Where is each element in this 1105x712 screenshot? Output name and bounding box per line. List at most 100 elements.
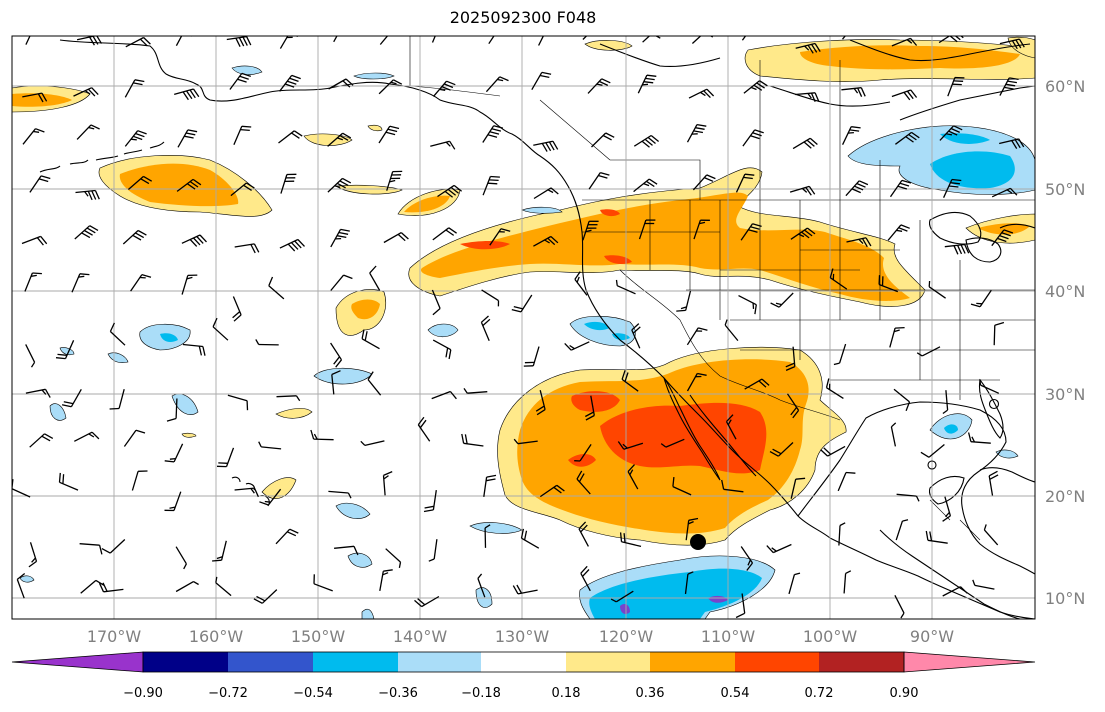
wind-barb-90 (533, 235, 559, 247)
colorbar-tick-8: 0.54 (721, 686, 750, 701)
wind-barb-214 (740, 546, 754, 571)
colorbar-segment-2 (228, 652, 313, 672)
wind-barb-198 (942, 496, 952, 522)
wind-barb-59 (999, 138, 1025, 149)
wind-barb-158 (942, 390, 949, 415)
wind-barb-93 (693, 219, 710, 240)
wind-barb-164 (216, 447, 235, 468)
wind-barb-139 (993, 321, 1005, 346)
wind-barb-207 (385, 548, 402, 569)
wind-barb-63 (176, 178, 202, 192)
shade-canada-pos2 (800, 45, 1020, 70)
wind-barb-125 (255, 339, 279, 346)
wind-barb-106 (330, 274, 353, 291)
wind-barb-98 (944, 243, 970, 255)
wind-barb-100 (24, 272, 42, 292)
wind-barb-191 (576, 470, 591, 495)
lon-label-90w: 90°W (910, 627, 954, 646)
wind-barb-154 (744, 378, 770, 390)
wind-barb-37 (891, 89, 918, 101)
wind-barb-230 (512, 584, 538, 595)
wind-barb-150 (535, 390, 546, 416)
wind-barb-18 (938, 36, 964, 44)
shade-band-small2 (404, 195, 450, 213)
lat-label-20: 20°N (1045, 487, 1085, 506)
wind-barb-71 (588, 171, 610, 190)
wind-barb-112 (615, 279, 636, 295)
wind-barb-239 (972, 579, 995, 590)
wind-barb-211 (578, 521, 589, 547)
wind-barb-212 (619, 532, 642, 548)
wind-barb-54 (742, 129, 764, 147)
wind-barb-79 (991, 187, 1018, 198)
wind-barb-237 (894, 595, 905, 619)
wind-barb-19 (999, 38, 1025, 50)
wind-barb-68 (437, 184, 463, 198)
wind-barb-49 (482, 125, 504, 143)
wind-barb-118 (928, 280, 946, 299)
wind-barb-232 (610, 590, 634, 603)
wind-barb-121 (55, 340, 75, 360)
wind-barb-160 (29, 433, 54, 448)
wind-barb-74 (735, 173, 755, 193)
wind-barb-137 (889, 326, 905, 348)
wind-barb-219 (983, 524, 999, 546)
wind-barb-29 (485, 76, 509, 93)
wind-barb-57 (895, 131, 920, 145)
wind-barb-40 (22, 128, 45, 145)
wind-barb-208 (428, 539, 438, 562)
wind-barb-172 (617, 441, 644, 450)
wind-barb-105 (268, 276, 285, 300)
shade-top-right-small (1007, 36, 1035, 59)
wind-barb-91 (582, 220, 599, 241)
wind-barb-39 (999, 77, 1019, 96)
lon-label-100w: 100°W (803, 627, 858, 646)
wind-barb-27 (378, 79, 403, 95)
wind-barb-94 (740, 223, 762, 241)
wind-barb-201 (79, 543, 103, 555)
lat-label-30: 30°N (1045, 385, 1085, 404)
wind-barb-178 (920, 444, 945, 458)
wind-barb-179 (967, 432, 991, 444)
wind-barb-190 (539, 484, 565, 498)
colorbar-tick-6: 0.18 (552, 686, 581, 701)
shade-neg-c (521, 206, 563, 214)
lon-label-150w: 150°W (291, 627, 346, 646)
wind-barb-194 (721, 479, 744, 493)
wind-barb-166 (310, 429, 334, 441)
wind-barb-109 (481, 289, 500, 307)
wind-barb-16 (842, 36, 847, 40)
wind-barb-88 (432, 227, 457, 241)
wind-barb-12 (642, 36, 663, 43)
wind-barb-192 (627, 464, 639, 490)
map-title: 2025092300 F048 (449, 8, 597, 27)
wind-barb-76 (845, 180, 869, 197)
colorbar-segment-1 (143, 652, 228, 672)
wind-barb-233 (684, 571, 694, 595)
colorbar-tick-7: 0.36 (636, 686, 665, 701)
wind-barb-80 (21, 235, 48, 246)
shade-mexico-dark (568, 391, 767, 474)
wind-barb-145 (276, 395, 301, 402)
wind-barb-235 (788, 572, 801, 595)
latitude-labels: 60°N 50°N 40°N 30°N 20°N 10°N (1045, 77, 1085, 608)
wind-barb-84 (234, 243, 260, 254)
colorbar-segment-4 (398, 652, 481, 672)
wind-barb-187 (382, 471, 393, 496)
shade-neg-bottom2 (589, 568, 762, 619)
shade-neg-canada2 (930, 151, 1015, 189)
wind-barb-228 (414, 595, 440, 608)
colorbar-segment-7 (650, 652, 735, 672)
wind-barb-92 (638, 219, 656, 240)
lon-label-160w: 160°W (189, 627, 244, 646)
wind-barb-107 (369, 265, 381, 291)
wind-barb-9 (488, 36, 505, 45)
wind-barb-223 (175, 581, 199, 593)
wind-barb-189 (483, 474, 497, 497)
wind-barb-111 (574, 271, 588, 296)
wind-barb-169 (461, 433, 484, 447)
lon-label-130w: 130°W (495, 627, 550, 646)
wind-barb-217 (895, 519, 909, 541)
wind-barb-2 (125, 36, 151, 48)
wind-barb-203 (175, 546, 187, 570)
